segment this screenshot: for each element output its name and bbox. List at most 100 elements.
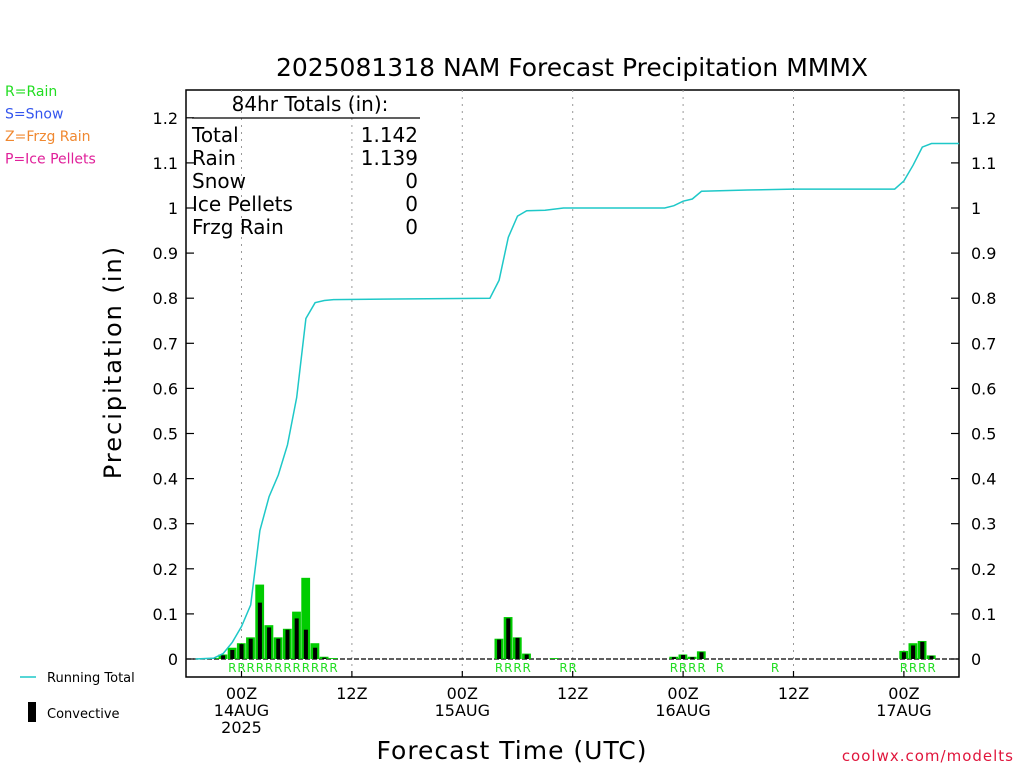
- y-tick-label-right: 0.2: [971, 560, 996, 579]
- y-tick-label-right: 1.1: [971, 154, 996, 173]
- totals-row-label: Rain: [192, 146, 236, 170]
- ptype-marker: R: [559, 661, 567, 675]
- ptype-marker: R: [237, 661, 245, 675]
- convective-precip-bar: [239, 644, 244, 659]
- ptype-marker: R: [569, 661, 577, 675]
- y-tick-label-right: 1.2: [971, 109, 996, 128]
- ptype-marker: R: [927, 661, 935, 675]
- ptype-marker: R: [265, 661, 273, 675]
- y-tick-label-left: 0.1: [153, 605, 178, 624]
- convective-precip-bar: [303, 629, 308, 659]
- x-tick-label: 00Z: [667, 684, 698, 703]
- ptype-marker: R: [320, 661, 328, 675]
- ptype-marker: R: [274, 661, 282, 675]
- ptype-marker: R: [909, 661, 917, 675]
- convective-precip-bar: [911, 645, 916, 659]
- legend-label: Running Total: [47, 671, 135, 686]
- convective-precip-bars: [211, 602, 934, 659]
- y-tick-label-right: 0.6: [971, 379, 996, 398]
- ptype-marker: R: [670, 661, 678, 675]
- convective-precip-bar: [294, 618, 299, 659]
- convective-precip-bar: [267, 627, 272, 659]
- y-tick-label-left: 1: [168, 199, 178, 218]
- y-tick-label-left: 0.2: [153, 560, 178, 579]
- ptype-marker: R: [918, 661, 926, 675]
- legend-label: Convective: [47, 707, 120, 722]
- ptype-marker: R: [228, 661, 236, 675]
- chart-legend: Running Total Convective: [20, 671, 135, 722]
- precip-type-key: R=Rain S=Snow Z=Frzg Rain P=Ice Pellets: [5, 84, 96, 168]
- ptype-marker: R: [311, 661, 319, 675]
- ptype-marker: R: [523, 661, 531, 675]
- ptype-marker: R: [302, 661, 310, 675]
- y-tick-label-right: 0: [971, 650, 981, 669]
- x-tick-label: 14AUG: [214, 701, 269, 720]
- running-total-line: [195, 142, 960, 660]
- total-precip-bar: [301, 577, 311, 659]
- y-tick-label-right: 0.4: [971, 470, 996, 489]
- y-tick-label-right: 0.5: [971, 425, 996, 444]
- convective-precip-bar: [497, 639, 502, 659]
- y-tick-label-right: 1: [971, 199, 981, 218]
- ptype-marker: R: [771, 661, 779, 675]
- convective-precip-bar: [506, 618, 511, 659]
- totals-row-value: 1.139: [361, 146, 418, 170]
- convective-precip-bar: [681, 654, 686, 659]
- y-tick-label-left: 0: [168, 650, 178, 669]
- ptype-key-item: R=Rain: [5, 84, 57, 100]
- x-tick-label: 12Z: [336, 684, 367, 703]
- credit-text: coolwx.com/modelts: [842, 747, 1014, 765]
- totals-row-label: Ice Pellets: [192, 192, 293, 216]
- y-tick-label-left: 0.5: [153, 425, 178, 444]
- totals-row-label: Snow: [192, 169, 246, 193]
- convective-precip-bar: [276, 638, 281, 659]
- ptype-key-item: Z=Frzg Rain: [5, 129, 91, 145]
- y-tick-label-left: 0.8: [153, 289, 178, 308]
- x-axis-label: Forecast Time (UTC): [377, 736, 648, 765]
- y-tick-label-left: 0.4: [153, 470, 178, 489]
- ptype-marker: R: [716, 661, 724, 675]
- vertical-gridlines: [241, 90, 905, 677]
- ptype-marker: R: [679, 661, 687, 675]
- ptype-marker: R: [247, 661, 255, 675]
- convective-precip-bar: [313, 647, 318, 659]
- ptype-key-item: S=Snow: [5, 107, 63, 123]
- ptype-marker: R: [697, 661, 705, 675]
- ptype-marker: R: [293, 661, 301, 675]
- ptype-marker: R: [900, 661, 908, 675]
- x-tick-label: 00Z: [447, 684, 478, 703]
- chart-title: 2025081318 NAM Forecast Precipitation MM…: [276, 53, 868, 82]
- y-tick-label-right: 0.3: [971, 515, 996, 534]
- y-tick-label-right: 0.9: [971, 244, 996, 263]
- totals-row-label: Frzg Rain: [192, 215, 284, 239]
- convective-precip-bar: [248, 638, 253, 659]
- convective-precip-bar: [515, 637, 520, 659]
- x-tick-label: 15AUG: [435, 701, 490, 720]
- convective-precip-bar: [690, 657, 695, 659]
- convective-precip-bar: [671, 657, 676, 659]
- y-axis-left: 0 0.1 0.2 0.3 0.4 0.5 0.6 0.7 0.8 0.9 1 1.1 1.2: [153, 109, 194, 669]
- y-tick-label-left: 1.2: [153, 109, 178, 128]
- convective-precip-bar: [322, 657, 327, 659]
- ptype-key-item: P=Ice Pellets: [5, 152, 96, 168]
- y-tick-label-right: 0.7: [971, 334, 996, 353]
- x-tick-label: 00Z: [226, 684, 257, 703]
- y-axis-right: 0 0.1 0.2 0.3 0.4 0.5 0.6 0.7 0.8 0.9 1 1.1 1.2: [951, 109, 996, 669]
- convective-precip-bar: [221, 655, 226, 659]
- ptype-marker: R: [495, 661, 503, 675]
- ptype-marker: R: [504, 661, 512, 675]
- y-tick-label-right: 0.1: [971, 605, 996, 624]
- legend-swatch-bar: [28, 702, 36, 722]
- total-precip-bar: [328, 658, 338, 659]
- convective-precip-bar: [699, 652, 704, 659]
- x-tick-label: 00Z: [888, 684, 919, 703]
- x-tick-label: 16AUG: [655, 701, 710, 720]
- y-tick-label-left: 0.3: [153, 515, 178, 534]
- totals-row-value: 0: [405, 169, 418, 193]
- convective-precip-bar: [230, 649, 235, 659]
- y-tick-label-left: 0.6: [153, 379, 178, 398]
- convective-precip-bar: [257, 602, 262, 659]
